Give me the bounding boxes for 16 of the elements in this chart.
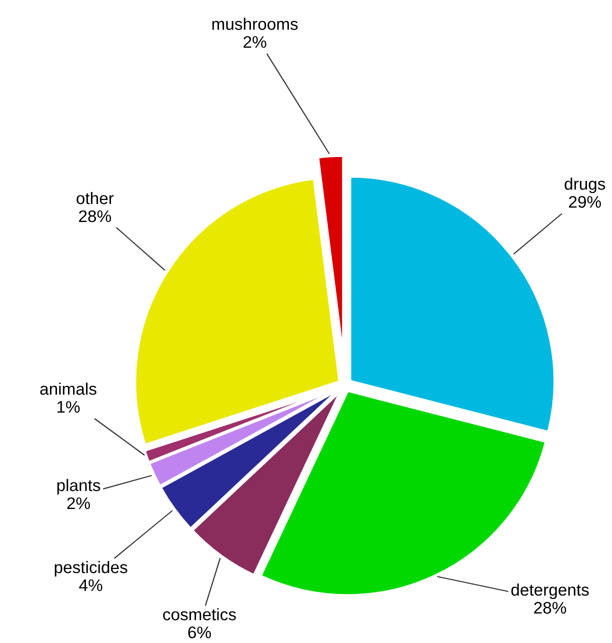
data-label: 4% [79, 579, 102, 592]
slice-label: pesticides [54, 560, 128, 576]
slice-label: other [76, 192, 114, 204]
slice-label: drugs [564, 178, 606, 194]
slice-label: detergents [511, 584, 589, 600]
slice-label: plants [57, 478, 100, 494]
slice-label: mushrooms [212, 18, 298, 30]
slice-label: animals [40, 382, 96, 395]
data-label: 1% [57, 401, 80, 413]
data-label: 29% [569, 196, 601, 208]
data-label: 28% [79, 210, 111, 222]
data-label: 2% [67, 497, 90, 510]
data-label: 2% [244, 36, 266, 48]
slice-label: cosmetics [163, 608, 236, 620]
data-label: 6% [188, 626, 211, 638]
data-label: 28% [534, 602, 566, 614]
